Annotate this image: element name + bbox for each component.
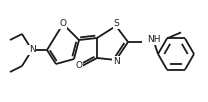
Text: N: N bbox=[113, 57, 119, 65]
Text: O: O bbox=[76, 62, 83, 70]
Text: N: N bbox=[29, 45, 35, 54]
Text: NH: NH bbox=[147, 35, 161, 44]
Text: S: S bbox=[113, 19, 119, 28]
Text: O: O bbox=[59, 19, 67, 28]
